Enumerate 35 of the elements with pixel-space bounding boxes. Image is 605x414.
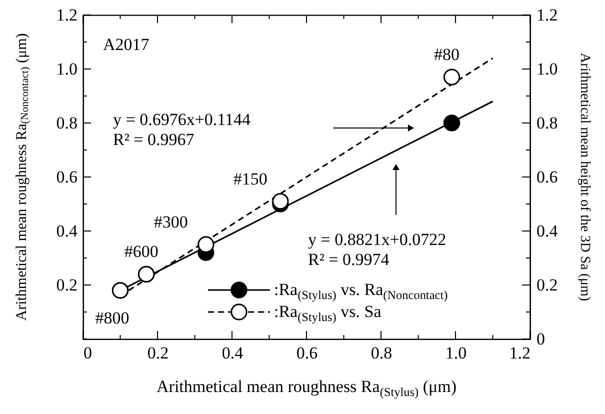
y2-tick-label: 0.8	[536, 114, 558, 132]
y-tick-label: 1.2	[56, 6, 78, 24]
x-tick-label: 0.8	[370, 344, 392, 362]
x-tick-label: 1.0	[445, 344, 467, 362]
y2-tick-label: 0.4	[536, 222, 558, 240]
annotation: y = 0.6976x+0.1144	[113, 110, 252, 129]
y2-tick-label: 1.2	[536, 6, 558, 24]
annotation: A2017	[103, 35, 150, 54]
x-tick-label: 1.2	[509, 344, 530, 362]
y2-tick-label: 0	[536, 330, 545, 348]
annotation: R² = 0.9974	[308, 250, 390, 269]
y2-axis-title: Arithmetical mean height of the 3D Sa (μm)	[577, 52, 592, 302]
y-tick-label: 0.2	[56, 276, 78, 294]
annotation: #80	[434, 45, 460, 64]
y-tick-label: 0.6	[56, 168, 78, 186]
y-tick-label: 0.8	[56, 114, 78, 132]
point	[272, 192, 289, 210]
y2-tick-label: 0.6	[536, 168, 558, 186]
annotation: #150	[233, 169, 268, 188]
point	[198, 236, 214, 253]
x-tick-label: 0	[84, 344, 92, 362]
annotation: #600	[124, 242, 158, 262]
annotation: #300	[154, 212, 188, 232]
y2-tick-label: 1.0	[536, 60, 558, 78]
y2-tick-label: 0.2	[536, 276, 558, 294]
point	[443, 114, 460, 132]
x-tick-label: 0.6	[296, 344, 318, 362]
y-tick-label: 1.0	[56, 60, 78, 78]
annotation: #800	[95, 308, 130, 328]
annotation: y = 0.8821x+0.0722	[308, 230, 446, 249]
x-tick-label: 0.4	[222, 344, 244, 362]
annotation: R² = 0.9967	[113, 130, 195, 149]
y-tick-label: 0.4	[56, 222, 78, 240]
x-tick-label: 0.2	[147, 344, 169, 362]
y-axis-title: Arithmetical mean roughness Ra(Noncontact) (μm)	[14, 33, 32, 321]
